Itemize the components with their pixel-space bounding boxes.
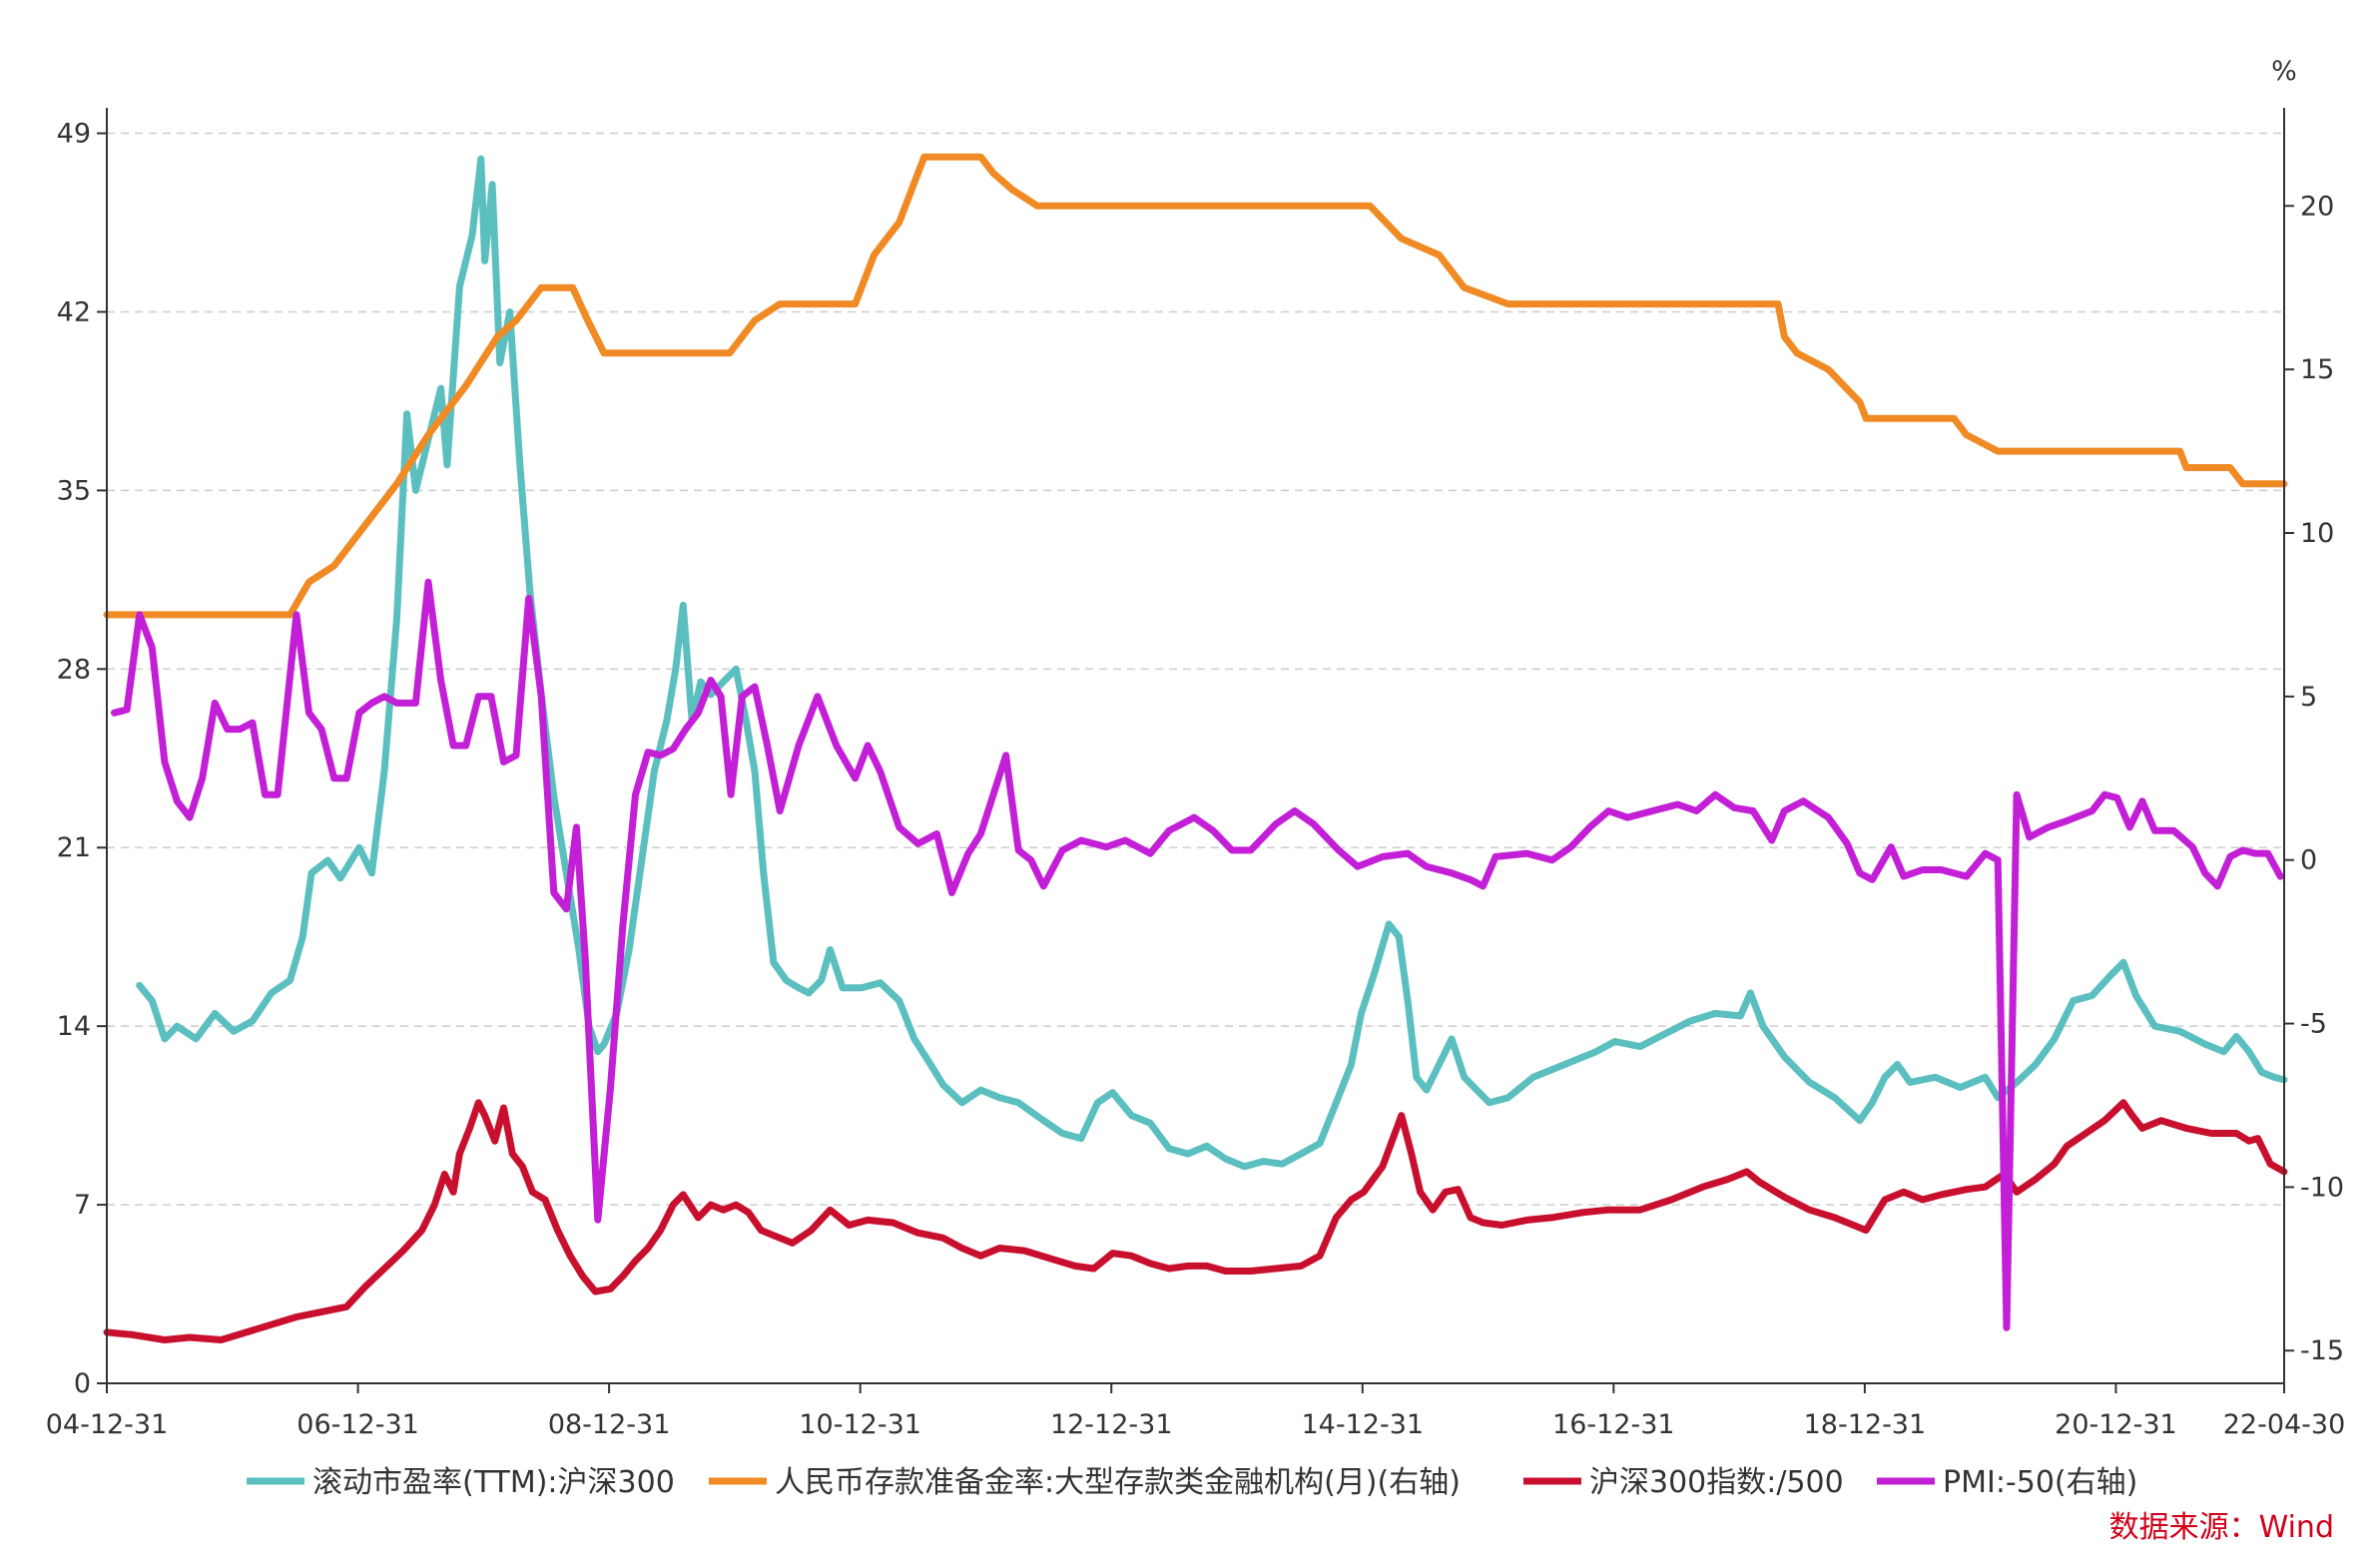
right-tick-label: -5 xyxy=(2300,1009,2327,1040)
legend-item-pe[interactable]: 滚动市盈率(TTM):沪深300 xyxy=(247,1465,675,1500)
data-source-label: 数据来源：Wind xyxy=(2109,1510,2334,1545)
right-tick-label: 10 xyxy=(2300,518,2334,549)
x-tick-label: 22-04-30 xyxy=(2223,1409,2346,1440)
left-tick-label: 28 xyxy=(57,654,91,685)
left-tick-label: 42 xyxy=(57,296,91,327)
series-layer xyxy=(103,153,2288,1343)
x-tick-label: 18-12-31 xyxy=(1804,1409,1927,1440)
right-tick-label: 15 xyxy=(2300,354,2334,385)
grid-layer xyxy=(107,132,2284,1206)
series-index-line[interactable] xyxy=(103,1099,2288,1343)
axis-layer: % xyxy=(106,56,2297,1384)
legend-label-index: 沪深300指数:/500 xyxy=(1589,1465,1844,1500)
left-tick-label: 7 xyxy=(74,1190,91,1221)
tick-layer: 0 7 14 21 28 35 42 49 -15 -10 -5 0 5 10 20 15 04-12-31 06… xyxy=(46,119,2346,1440)
right-tick-label: 0 xyxy=(2300,845,2317,876)
legend: 滚动市盈率(TTM):沪深300 人民币存款准备金率:大型存款类金融机构(月)(… xyxy=(247,1465,2137,1500)
series-pmi-line[interactable] xyxy=(111,578,2284,1331)
legend-item-index[interactable]: 沪深300指数:/500 xyxy=(1523,1465,1844,1500)
series-rrr-line[interactable] xyxy=(103,153,2288,619)
left-tick-label: 49 xyxy=(57,119,91,150)
left-tick-label: 21 xyxy=(57,832,91,863)
legend-label-pmi: PMI:-50(右轴) xyxy=(1943,1465,2137,1500)
legend-label-rrr: 人民币存款准备金率:大型存款类金融机构(月)(右轴) xyxy=(775,1465,1461,1500)
left-tick-label: 35 xyxy=(57,475,91,506)
left-tick-label: 14 xyxy=(57,1011,91,1042)
x-tick-label: 06-12-31 xyxy=(297,1409,419,1440)
legend-label-pe: 滚动市盈率(TTM):沪深300 xyxy=(312,1465,675,1500)
right-axis-unit: % xyxy=(2271,56,2297,87)
right-tick-label: -10 xyxy=(2300,1172,2344,1203)
right-tick-label: -15 xyxy=(2300,1335,2344,1366)
left-tick-label: 0 xyxy=(74,1368,91,1399)
right-tick-label: 20 xyxy=(2300,191,2334,222)
x-tick-label: 04-12-31 xyxy=(46,1409,169,1440)
series-pe-line[interactable] xyxy=(136,155,2288,1171)
x-tick-label: 20-12-31 xyxy=(2055,1409,2177,1440)
legend-item-pmi[interactable]: PMI:-50(右轴) xyxy=(1877,1465,2137,1500)
x-tick-label: 08-12-31 xyxy=(548,1409,671,1440)
right-tick-label: 5 xyxy=(2300,682,2317,713)
x-tick-label: 16-12-31 xyxy=(1552,1409,1675,1440)
x-tick-label: 14-12-31 xyxy=(1302,1409,1425,1440)
x-tick-label: 10-12-31 xyxy=(799,1409,921,1440)
legend-item-rrr[interactable]: 人民币存款准备金率:大型存款类金融机构(月)(右轴) xyxy=(709,1465,1461,1500)
x-tick-label: 12-12-31 xyxy=(1050,1409,1173,1440)
